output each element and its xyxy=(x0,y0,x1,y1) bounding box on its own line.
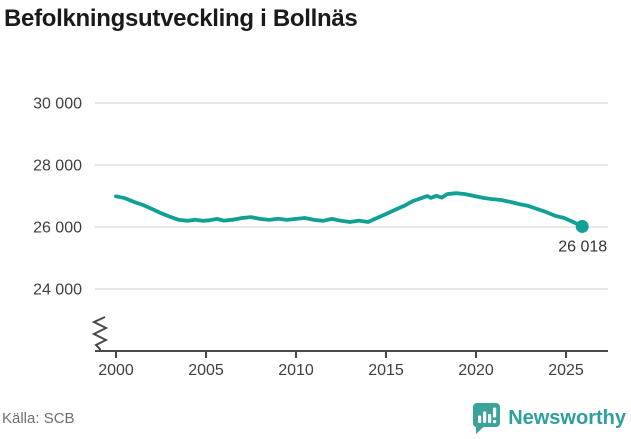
x-tick-label: 2005 xyxy=(188,362,224,379)
newsworthy-logo[interactable]: Newsworthy xyxy=(472,402,626,435)
end-point-dot xyxy=(575,219,589,233)
x-tick-label: 2025 xyxy=(548,362,584,379)
x-tick-label: 2020 xyxy=(458,362,494,379)
axis-break-icon xyxy=(91,316,109,352)
x-tick-label: 2010 xyxy=(278,362,314,379)
y-tick-label: 24 000 xyxy=(33,282,82,299)
y-tick-label: 28 000 xyxy=(33,158,82,175)
population-line xyxy=(114,191,585,229)
y-tick-label: 30 000 xyxy=(33,96,82,113)
page-title: Befolkningsutveckling i Bollnäs xyxy=(4,5,358,32)
y-tick-label: 26 000 xyxy=(33,220,82,237)
newsworthy-bubble-chart-icon xyxy=(472,402,501,435)
newsworthy-wordmark: Newsworthy xyxy=(508,407,626,429)
end-value-label: 26 018 xyxy=(558,238,607,255)
x-tick-label: 2015 xyxy=(368,362,404,379)
source-caption: Källa: SCB xyxy=(2,410,75,427)
x-tick-label: 2000 xyxy=(98,362,134,379)
